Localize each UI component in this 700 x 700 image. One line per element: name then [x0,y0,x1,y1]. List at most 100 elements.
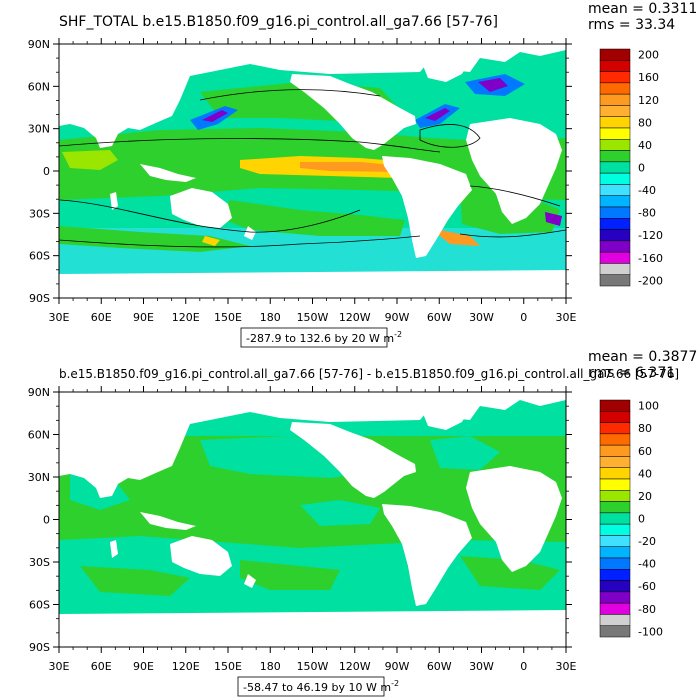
colorbar-label: 60 [638,445,652,458]
colorbar-label: 20 [638,490,652,503]
colorbar-swatch [599,206,631,219]
top-eac-warm [202,236,220,246]
colorbar-label: -80 [638,207,656,220]
top-land-madagascar [110,192,118,210]
lon-label: 180 [260,311,281,324]
bottom-atlantic-cyan [430,436,500,470]
lon-label: 120E [172,311,200,324]
colorbar-label: 200 [638,49,659,62]
top-unit-exp: -2 [394,330,402,339]
colorbar-label: 0 [638,513,645,526]
top-panel: SHF_TOTAL b.e15.B1850.f09_g16.pi_control… [28,1,697,348]
top-land-indonesia [140,164,196,182]
colorbar-label: -40 [638,184,656,197]
colorbar-label: -100 [638,625,663,638]
colorbar-label: -60 [638,580,656,593]
colorbar-swatch [599,399,631,412]
colorbar-swatch [599,456,631,468]
colorbar-swatch [599,274,631,287]
bottom-land [59,392,566,647]
colorbar-swatch [599,127,631,140]
bottom-land-antarctica [59,610,566,647]
top-mean: mean = 0.3311 [588,1,697,17]
svg-text:-287.9 to 132.6 by 20 W m-2: -287.9 to 132.6 by 20 W m-2 [246,330,402,345]
top-axis-ticks [53,38,572,304]
colorbar-label: 80 [638,422,652,435]
colorbar-label: 80 [638,116,652,129]
colorbar-swatch [599,433,631,446]
top-nordic-core [478,78,508,92]
bottom-land-madagascar [110,540,118,558]
top-south-indian-green [59,226,250,252]
lat-label: 30S [29,556,50,569]
colorbar-label: -40 [638,558,656,571]
lon-label: 60W [427,660,452,673]
colorbar-swatch [599,614,631,626]
bottom-land-africa [466,466,562,572]
colorbar-swatch [599,602,631,615]
colorbar-label: 0 [638,162,645,175]
lon-label: 180 [260,660,281,673]
colorbar-label: 40 [638,467,652,480]
lat-label: 90S [29,641,50,654]
lon-label: 30W [469,311,494,324]
lon-label: 0 [520,311,527,324]
top-colorbar: 200 160 120 80 40 0 -40 -80 -120 -160 -200 [599,49,663,287]
svg-text:-58.47 to 46.19 by 10 W m-2: -58.47 to 46.19 by 10 W m-2 [243,679,399,694]
bottom-map [59,392,566,647]
lat-label: 60S [29,250,50,263]
colorbar-swatch [599,467,631,480]
colorbar-swatch [599,229,631,242]
colorbar-swatch [599,218,631,230]
lon-label: 90E [133,311,154,324]
colorbar-label: 100 [638,400,659,413]
colorbar-label: -120 [638,229,663,242]
colorbar-swatch [599,478,631,491]
colorbar-label: 120 [638,94,659,107]
colorbar-swatch [599,240,631,253]
lat-label: 60N [28,429,50,442]
colorbar-label: -20 [638,535,656,548]
lat-label: 0 [43,165,50,178]
top-land-greenland [420,54,470,82]
colorbar-swatch [599,139,631,151]
top-title: SHF_TOTAL b.e15.B1850.f09_g16.pi_control… [59,14,498,30]
bottom-land-australia [170,536,232,576]
colorbar-swatch [599,546,631,559]
colorbar-swatch [599,580,631,593]
colorbar-swatch [599,184,631,196]
bottom-land-greenland [420,402,470,430]
colorbar-swatch [599,116,631,129]
bottom-mean: mean = 0.3877 [588,349,697,365]
colorbar-swatch [599,82,631,95]
top-indian-warm [62,150,118,170]
colorbar-swatch [599,150,631,163]
colorbar-swatch [599,501,631,514]
lon-label: 150W [297,660,329,673]
lat-label: 30S [29,207,50,220]
top-land-antarctica [59,270,566,298]
colorbar-swatch [599,569,631,581]
top-map [59,44,566,298]
colorbar-swatch [599,535,631,547]
top-gulfstream-core [425,108,450,121]
top-south-pacific-green [220,200,405,236]
lat-label: 60S [29,599,50,612]
colorbar-swatch [599,557,631,570]
bottom-land-newzealand [244,574,256,588]
top-agulhas-warm [430,228,480,246]
top-kuroshio-core [202,110,228,122]
colorbar-swatch [599,161,631,174]
lon-label: 30E [49,660,70,673]
top-contour-info: -287.9 to 132.6 by 20 W m [246,332,394,345]
top-rms: rms = 33.34 [588,17,675,33]
lon-label: 0 [520,660,527,673]
colorbar-label: -160 [638,252,663,265]
top-lon-labels: 30E 60E 90E 120E 150E 180 150W 120W 90W 60W 30W 0 30… [49,311,577,324]
lon-label: 90W [385,660,410,673]
lon-label: 150E [214,311,242,324]
lon-label: 120E [172,660,200,673]
top-contour-info-box: -287.9 to 132.6 by 20 W m-2 [240,327,402,348]
lon-label: 30E [556,660,577,673]
